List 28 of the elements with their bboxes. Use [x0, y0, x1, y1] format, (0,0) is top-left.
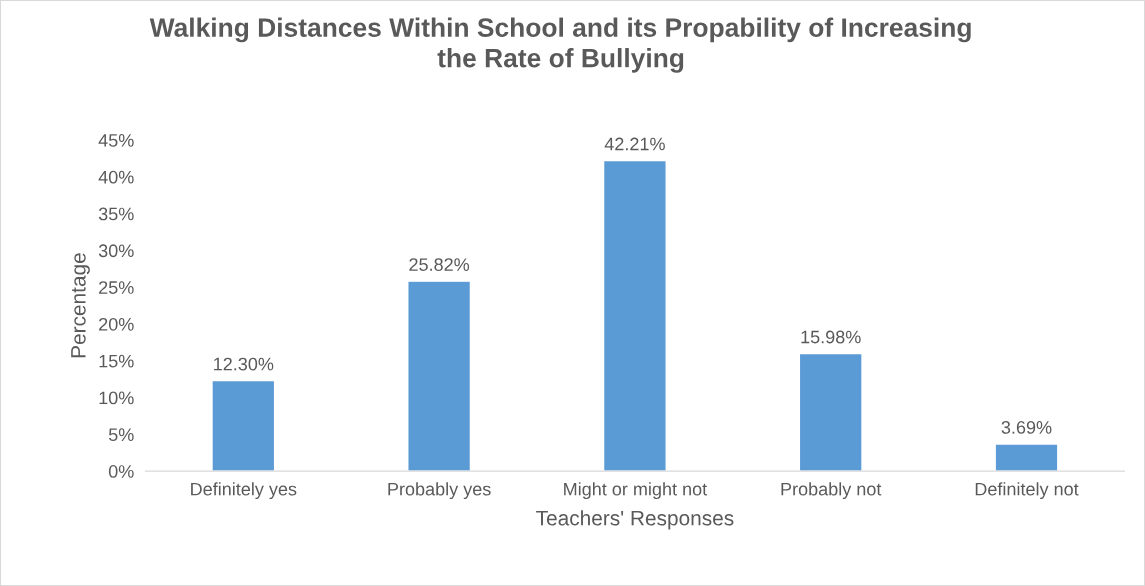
bar	[211, 379, 276, 472]
x-axis-title: Teachers' Responses	[536, 510, 734, 530]
bar	[602, 159, 667, 472]
data-label: 25.82%	[409, 258, 470, 271]
x-tick-label: Definitely yes	[191, 482, 297, 500]
bar	[407, 280, 472, 472]
bar	[994, 443, 1059, 472]
y-tick-label: 40%	[98, 170, 134, 184]
y-tick-label: 45%	[98, 134, 134, 147]
data-label: 42.21%	[604, 137, 665, 151]
x-tick-label: Definitely not	[975, 482, 1079, 500]
y-tick-label: 5%	[108, 428, 134, 442]
x-tick-label: Might or might not	[564, 482, 708, 500]
y-axis-title: Percentage	[71, 253, 90, 358]
data-label: 3.69%	[1001, 421, 1052, 434]
y-tick-label: 25%	[99, 281, 134, 294]
y-tick-label: 15%	[99, 354, 134, 368]
chart-title: Walking Distances Within School and its Propability of Increasing the Rate of Bullying	[149, 17, 971, 73]
y-tick-label: 10%	[99, 391, 134, 405]
y-tick-label: 30%	[98, 244, 134, 258]
data-label: 15.98%	[801, 330, 861, 344]
data-label: 12.30%	[214, 357, 274, 371]
y-tick-label: 20%	[99, 317, 134, 331]
y-tick-label: 35%	[98, 207, 134, 221]
x-tick-label: Probably yes	[388, 482, 491, 500]
y-tick-label: 0%	[108, 465, 134, 478]
bar	[798, 352, 863, 472]
x-tick-label: Probably not	[781, 482, 882, 500]
